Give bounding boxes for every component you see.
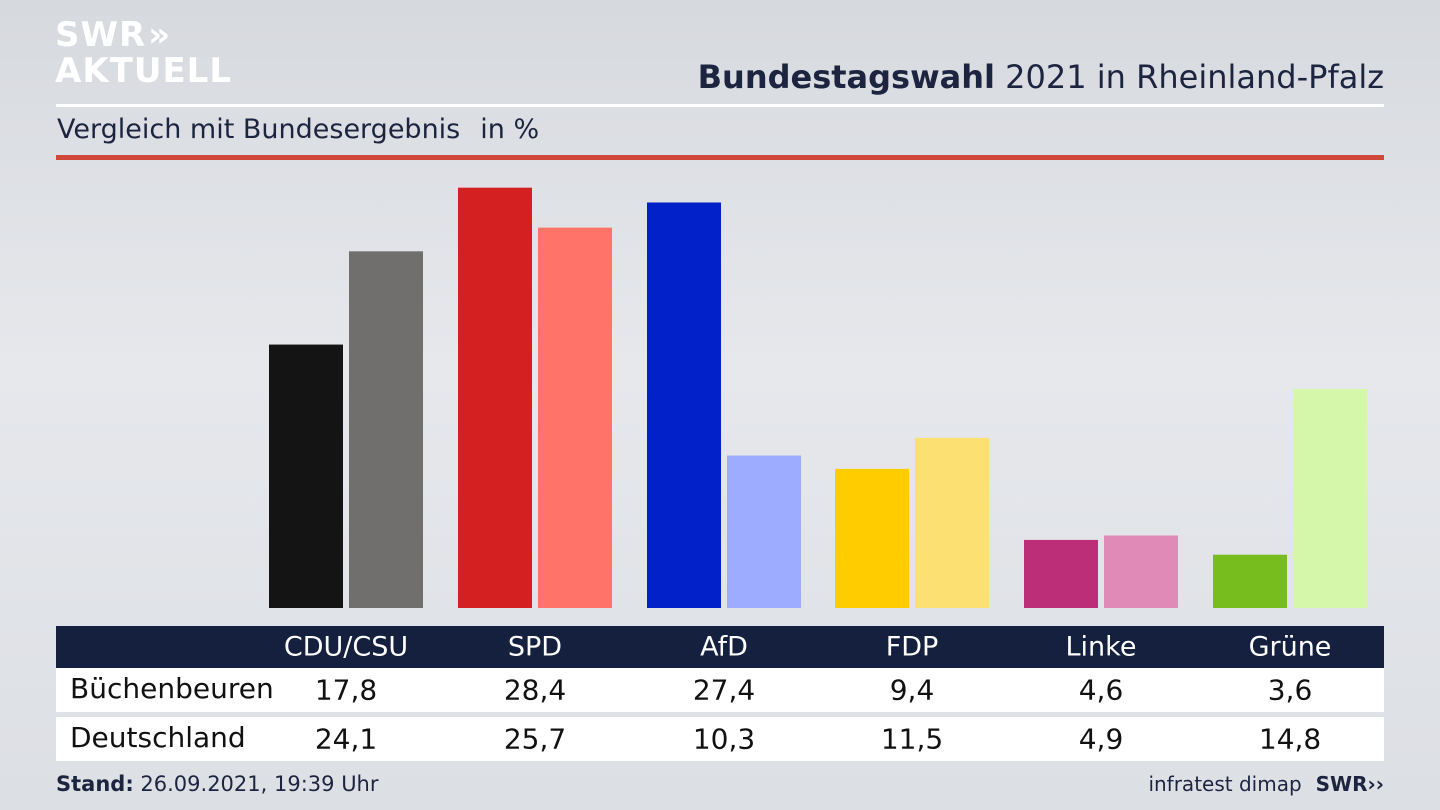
bar-gr-ne-national	[1293, 388, 1367, 608]
unit-label: in %	[480, 114, 540, 145]
column-header: CDU/CSU	[283, 631, 409, 663]
value-cell: 27,4	[692, 673, 756, 707]
bar-fdp-local	[835, 468, 909, 608]
bar-spd-local	[458, 187, 532, 608]
double-chevron-icon: ››	[1367, 772, 1384, 796]
logo-line1: SWR	[55, 15, 147, 55]
results-table: CDU/CSU SPD AfD FDP Linke Grüne Büchenbeuren 1…	[56, 626, 1384, 761]
title-rest: 2021 in Rheinland-Pfalz	[1005, 58, 1384, 96]
bar-linke-local	[1024, 539, 1098, 608]
column-header: FDP	[885, 631, 939, 663]
value-cell: 24,1	[314, 722, 378, 756]
value-cell: 14,8	[1258, 722, 1322, 756]
value-cell: 4,6	[1078, 673, 1124, 707]
row-label: Deutschland	[70, 721, 246, 754]
bar-afd-local	[647, 202, 721, 609]
value-cell: 11,5	[880, 722, 944, 756]
table-header-row: CDU/CSU SPD AfD FDP Linke Grüne	[56, 626, 1384, 668]
source-label: infratest dimap	[1148, 772, 1302, 796]
accent-divider	[56, 155, 1384, 160]
page-title: Bundestagswahl 2021 in Rheinland-Pfalz	[698, 58, 1384, 96]
column-header: AfD	[700, 631, 748, 663]
bar-cdu-csu-national	[349, 251, 423, 608]
swr-aktuell-logo: SWR ›› AKTUELL	[55, 18, 232, 88]
value-cell: 4,9	[1078, 722, 1124, 756]
stand-label: Stand:	[56, 772, 134, 796]
value-cell: 28,4	[503, 673, 567, 707]
value-cell: 9,4	[889, 673, 935, 707]
title-bold: Bundestagswahl	[697, 58, 995, 96]
bar-fdp-national	[915, 437, 989, 608]
bar-afd-national	[727, 455, 801, 608]
source-credit: infratest dimap SWR››	[1148, 772, 1384, 796]
table-row: Büchenbeuren 17,8 28,4 27,4 9,4 4,6 3,6	[56, 668, 1384, 712]
column-header: Linke	[1065, 631, 1137, 663]
value-cell: 17,8	[314, 673, 378, 707]
bar-linke-national	[1104, 535, 1178, 608]
column-header: Grüne	[1248, 631, 1332, 663]
chart-subtitle: Vergleich mit Bundesergebnis in %	[57, 114, 539, 145]
footer-logo-text: SWR	[1315, 772, 1368, 796]
logo-line2: AKTUELL	[55, 51, 233, 91]
row-label: Büchenbeuren	[70, 672, 274, 705]
bar-cdu-csu-local	[269, 344, 343, 608]
table-row: Deutschland 24,1 25,7 10,3 11,5 4,9 14,8	[56, 717, 1384, 761]
value-cell: 10,3	[692, 722, 756, 756]
column-header: SPD	[507, 631, 563, 663]
title-divider	[56, 104, 1384, 107]
timestamp: Stand: 26.09.2021, 19:39 Uhr	[56, 772, 379, 796]
value-cell: 25,7	[503, 722, 567, 756]
bar-spd-national	[538, 227, 612, 608]
bar-gr-ne-local	[1213, 554, 1287, 608]
stand-value: 26.09.2021, 19:39 Uhr	[140, 772, 379, 796]
value-cell: 3,6	[1267, 673, 1313, 707]
footer-swr-logo: SWR››	[1316, 772, 1384, 796]
subtitle-text: Vergleich mit Bundesergebnis	[57, 114, 461, 145]
